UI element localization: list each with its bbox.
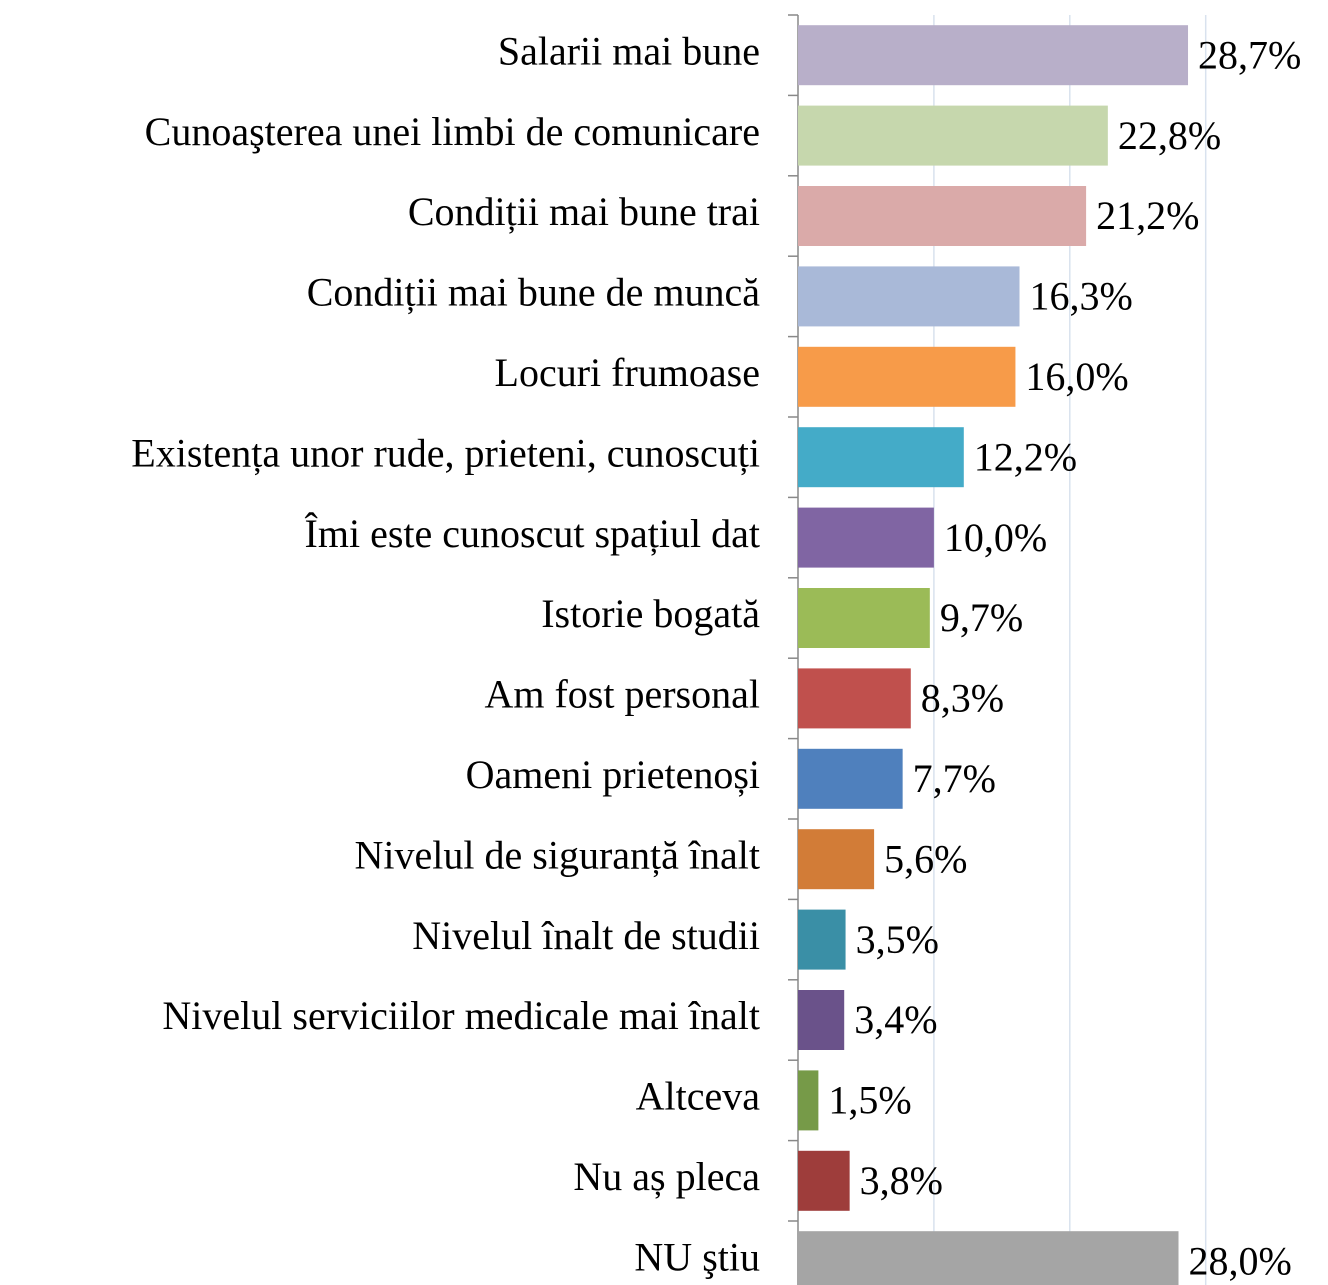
bar bbox=[798, 1070, 819, 1131]
category-label: Condiții mai bune de muncă bbox=[307, 270, 760, 315]
category-label: Oameni prietenoși bbox=[466, 752, 760, 797]
bar bbox=[798, 427, 964, 488]
category-label: NU ştiu bbox=[634, 1234, 760, 1279]
value-label: 12,2% bbox=[974, 434, 1077, 479]
value-label: 28,7% bbox=[1198, 32, 1301, 77]
category-label: Existența unor rude, prieteni, cunoscuți bbox=[131, 430, 760, 475]
bar bbox=[798, 668, 911, 729]
value-label: 7,7% bbox=[913, 756, 996, 801]
value-label: 3,8% bbox=[860, 1158, 943, 1203]
bar bbox=[798, 748, 903, 809]
bar bbox=[798, 1150, 850, 1211]
value-label: 3,5% bbox=[856, 917, 939, 962]
value-label: 10,0% bbox=[944, 515, 1047, 560]
value-label: 21,2% bbox=[1096, 193, 1199, 238]
value-label: 1,5% bbox=[828, 1078, 911, 1123]
category-label: Nivelul înalt de studii bbox=[412, 913, 760, 958]
category-label: Cunoaşterea unei limbi de comunicare bbox=[145, 109, 760, 154]
bar bbox=[798, 829, 875, 890]
bar bbox=[798, 266, 1020, 327]
category-label: Istorie bogată bbox=[541, 591, 760, 636]
value-label: 9,7% bbox=[940, 595, 1023, 640]
bar bbox=[798, 990, 845, 1050]
bar bbox=[798, 507, 934, 568]
bar bbox=[798, 909, 846, 970]
value-label: 16,3% bbox=[1030, 274, 1133, 319]
category-label: Am fost personal bbox=[484, 672, 760, 717]
category-label: Nu aș pleca bbox=[573, 1154, 760, 1199]
bar bbox=[798, 25, 1189, 86]
value-label: 16,0% bbox=[1025, 354, 1128, 399]
category-label: Condiții mai bune trai bbox=[408, 189, 760, 234]
bar bbox=[798, 105, 1108, 166]
bar bbox=[798, 1231, 1179, 1285]
category-label: Salarii mai bune bbox=[498, 28, 760, 73]
category-label: Nivelul serviciilor medicale mai înalt bbox=[162, 993, 760, 1038]
bar bbox=[798, 346, 1016, 407]
bar bbox=[798, 588, 930, 648]
value-label: 3,4% bbox=[854, 997, 937, 1042]
category-label: Altceva bbox=[636, 1074, 761, 1119]
value-label: 5,6% bbox=[884, 836, 967, 881]
value-label: 22,8% bbox=[1118, 113, 1221, 158]
category-label: Nivelul de siguranță înalt bbox=[355, 832, 760, 877]
category-label: Îmi este cunoscut spațiul dat bbox=[305, 511, 760, 556]
value-label: 28,0% bbox=[1189, 1238, 1292, 1283]
bar bbox=[798, 186, 1087, 246]
value-label: 8,3% bbox=[921, 676, 1004, 721]
category-label: Locuri frumoase bbox=[495, 350, 760, 395]
